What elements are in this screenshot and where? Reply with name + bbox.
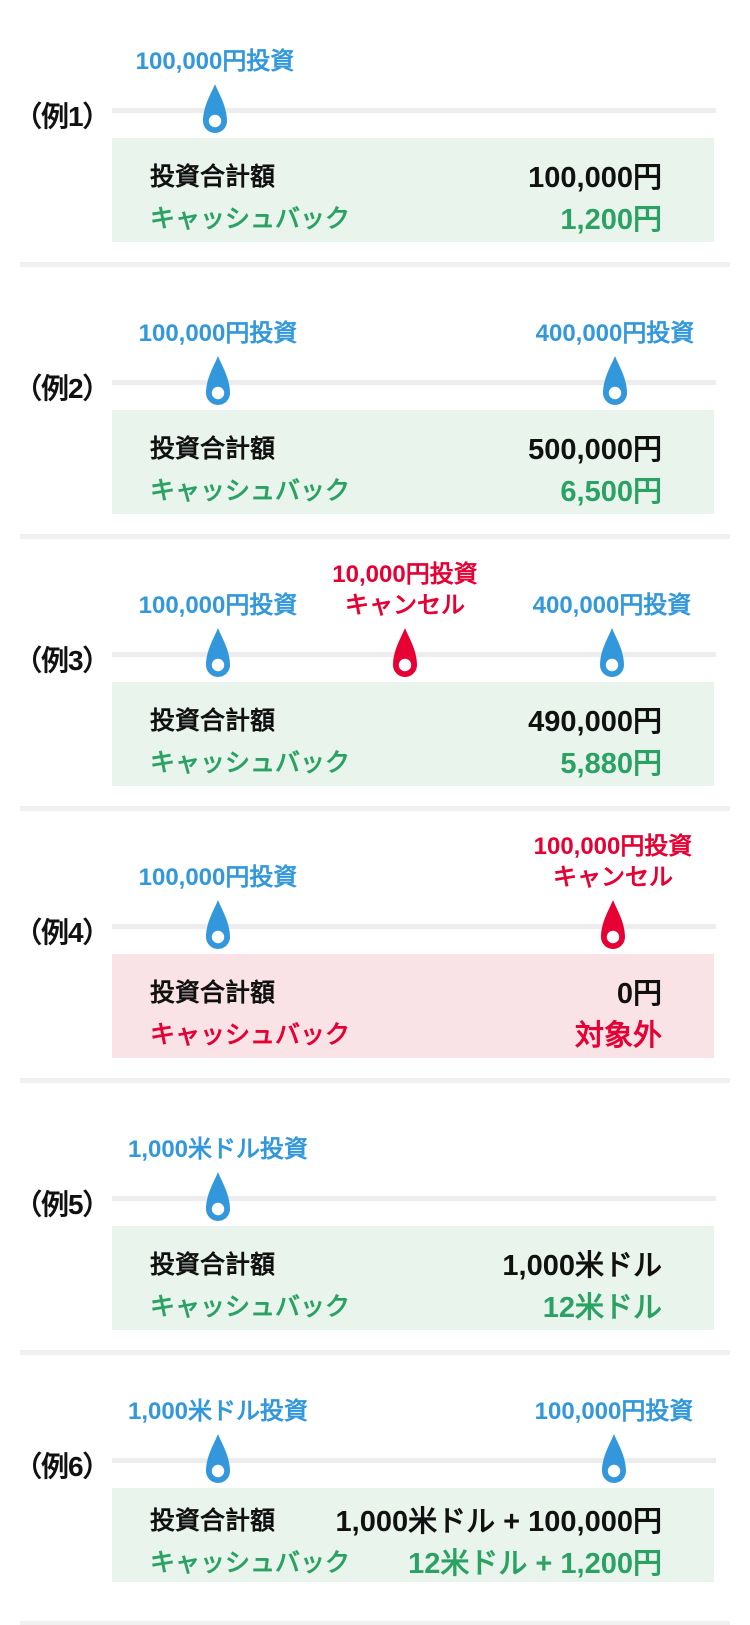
summary-box: 投資合計額 490,000円 キャッシュバック 5,880円 [112, 682, 714, 786]
investment-pin-icon [206, 900, 230, 949]
total-value: 490,000円 [528, 706, 662, 738]
cancel-marker: 10,000円投資 キャンセル [332, 561, 478, 679]
summary-box: 投資合計額 500,000円 キャッシュバック 6,500円 [112, 410, 714, 514]
investment-label: 1,000米ドル投資 [127, 1398, 309, 1425]
cashback-row: キャッシュバック 12米ドル [150, 1284, 662, 1326]
investment-marker: 400,000円投資 [533, 592, 691, 679]
cashback-row: キャッシュバック 1,200円 [150, 196, 662, 238]
investment-label: 100,000円投資 [138, 864, 298, 891]
cancel-label: 100,000円投資 キャンセル [533, 833, 693, 891]
cancel-marker: 100,000円投資 キャンセル [534, 833, 692, 951]
timeline [112, 108, 716, 113]
timeline [112, 1458, 716, 1463]
cancel-pin-icon [393, 628, 417, 677]
example-6-section: （例6） 1,000米ドル投資 100,000円投資 投資合計額 1,000米ド… [0, 1360, 750, 1625]
investment-label: 100,000円投資 [534, 1398, 694, 1425]
section-divider [20, 1078, 730, 1083]
total-label: 投資合計額 [150, 435, 276, 463]
example-1-number: （例1） [14, 101, 111, 132]
cancel-pin-icon [601, 900, 625, 949]
total-label: 投資合計額 [150, 707, 276, 735]
cashback-label: キャッシュバック [150, 1293, 351, 1321]
example-1-section: （例1） 100,000円投資 投資合計額 100,000円 キャッシュバック … [0, 0, 750, 272]
summary-box: 投資合計額 1,000米ドル + 100,000円 キャッシュバック 12米ドル… [112, 1488, 714, 1582]
investment-marker: 100,000円投資 [139, 864, 297, 951]
total-value: 1,000米ドル + 100,000円 [335, 1506, 662, 1538]
investment-pin-icon [206, 1172, 230, 1221]
summary-box: 投資合計額 100,000円 キャッシュバック 1,200円 [112, 138, 714, 242]
cashback-row: キャッシュバック 5,880円 [150, 740, 662, 782]
total-row: 投資合計額 500,000円 [150, 426, 662, 468]
section-divider [20, 1621, 730, 1625]
total-row: 投資合計額 1,000米ドル + 100,000円 [150, 1498, 662, 1540]
cashback-label: キャッシュバック [150, 205, 351, 233]
example-5-number: （例5） [14, 1189, 111, 1220]
investment-marker: 1,000米ドル投資 [128, 1136, 308, 1223]
investment-label: 400,000円投資 [532, 592, 692, 619]
investment-label: 400,000円投資 [535, 320, 695, 347]
total-label: 投資合計額 [150, 979, 276, 1007]
investment-marker: 1,000米ドル投資 [128, 1398, 308, 1485]
section-divider [20, 262, 730, 267]
summary-box: 投資合計額 1,000米ドル キャッシュバック 12米ドル [112, 1226, 714, 1330]
investment-pin-icon [203, 84, 227, 133]
investment-pin-icon [602, 1434, 626, 1483]
cashback-value: 12米ドル [542, 1292, 662, 1324]
section-divider [20, 806, 730, 811]
investment-pin-icon [603, 356, 627, 405]
cancel-label: 10,000円投資 キャンセル [332, 561, 478, 619]
timeline [112, 924, 716, 929]
investment-pin-icon [206, 356, 230, 405]
example-6-number: （例6） [14, 1451, 111, 1482]
cashback-row: キャッシュバック 12米ドル + 1,200円 [150, 1540, 662, 1582]
example-4-section: （例4） 100,000円投資 100,000円投資 キャンセル 投資合計額 0… [0, 816, 750, 1088]
investment-pin-icon [206, 1434, 230, 1483]
investment-label: 1,000米ドル投資 [127, 1136, 309, 1163]
total-label: 投資合計額 [150, 163, 276, 191]
total-value: 500,000円 [528, 434, 662, 466]
investment-marker: 100,000円投資 [139, 320, 297, 407]
example-3-section: （例3） 100,000円投資 10,000円投資 キャンセル 400,000円… [0, 544, 750, 816]
cashback-label: キャッシュバック [150, 1549, 351, 1577]
example-2-number: （例2） [14, 373, 111, 404]
total-label: 投資合計額 [150, 1507, 276, 1535]
cashback-value: 対象外 [574, 1020, 662, 1052]
investment-marker: 100,000円投資 [535, 1398, 693, 1485]
cashback-value: 12米ドル + 1,200円 [408, 1548, 662, 1580]
investment-pin-icon [206, 628, 230, 677]
total-row: 投資合計額 1,000米ドル [150, 1242, 662, 1284]
cashback-row: キャッシュバック 対象外 [150, 1012, 662, 1054]
cashback-value: 1,200円 [560, 204, 662, 236]
investment-label: 100,000円投資 [138, 320, 298, 347]
investment-marker: 100,000円投資 [139, 592, 297, 679]
cashback-label: キャッシュバック [150, 749, 351, 777]
total-value: 0円 [616, 978, 662, 1010]
timeline [112, 380, 716, 385]
investment-pin-icon [600, 628, 624, 677]
example-2-section: （例2） 100,000円投資 400,000円投資 投資合計額 500,000… [0, 272, 750, 544]
cashback-value: 5,880円 [560, 748, 662, 780]
investment-marker: 100,000円投資 [136, 48, 294, 135]
total-row: 投資合計額 100,000円 [150, 154, 662, 196]
total-row: 投資合計額 490,000円 [150, 698, 662, 740]
cashback-label: キャッシュバック [150, 477, 351, 505]
cashback-row: キャッシュバック 6,500円 [150, 468, 662, 510]
cashback-label: キャッシュバック [150, 1021, 351, 1049]
cashback-value: 6,500円 [560, 476, 662, 508]
total-value: 100,000円 [528, 162, 662, 194]
total-row: 投資合計額 0円 [150, 970, 662, 1012]
investment-marker: 400,000円投資 [536, 320, 694, 407]
investment-label: 100,000円投資 [135, 48, 295, 75]
investment-label: 100,000円投資 [138, 592, 298, 619]
total-label: 投資合計額 [150, 1251, 276, 1279]
timeline [112, 1196, 716, 1201]
example-3-number: （例3） [14, 645, 111, 676]
section-divider [20, 1350, 730, 1355]
summary-box-excluded: 投資合計額 0円 キャッシュバック 対象外 [112, 954, 714, 1058]
example-4-number: （例4） [14, 917, 111, 948]
total-value: 1,000米ドル [502, 1250, 662, 1282]
section-divider [20, 534, 730, 539]
example-5-section: （例5） 1,000米ドル投資 投資合計額 1,000米ドル キャッシュバック … [0, 1088, 750, 1360]
